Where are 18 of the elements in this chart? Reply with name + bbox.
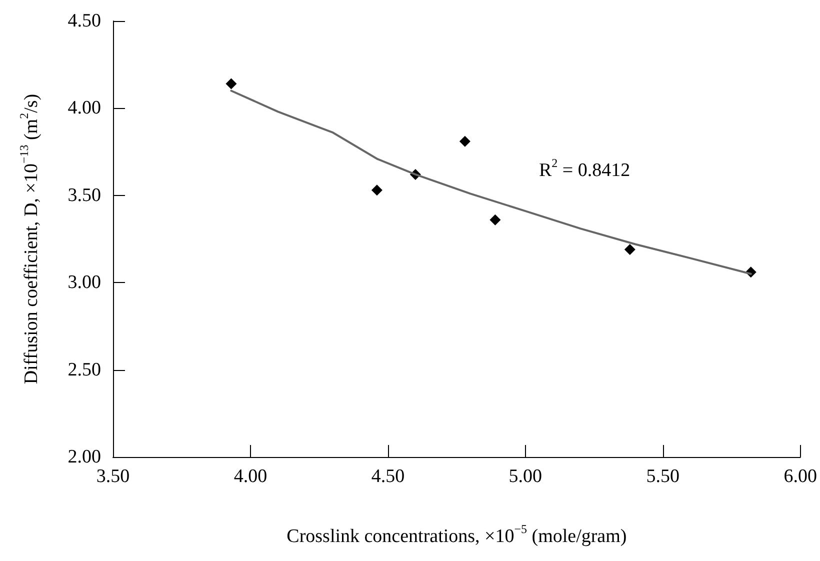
y-tick-label: 3.00: [68, 272, 101, 294]
point: [490, 214, 501, 226]
y-tick-label: 3.50: [68, 184, 101, 206]
x-tick-label: 5.50: [646, 466, 680, 487]
point: [371, 184, 382, 196]
y-tick-label: 4.00: [68, 98, 101, 119]
x-tick-label: 6.00: [784, 466, 817, 487]
point: [624, 244, 636, 255]
point: [226, 78, 237, 90]
x-tick-label: 3.50: [96, 466, 130, 487]
y-tick-label: 4.50: [68, 10, 101, 32]
y-tick-label: 2.50: [68, 359, 101, 380]
x-tick-label: 4.00: [234, 466, 268, 487]
y-axis-title: Diffusion coefficient, D, ×10−13 (m2/s): [17, 94, 42, 384]
point: [459, 136, 470, 147]
x-tick-label: 5.00: [508, 466, 542, 487]
x-tick-label: 4.50: [371, 466, 405, 487]
y-tick-label: 2.00: [68, 446, 101, 468]
